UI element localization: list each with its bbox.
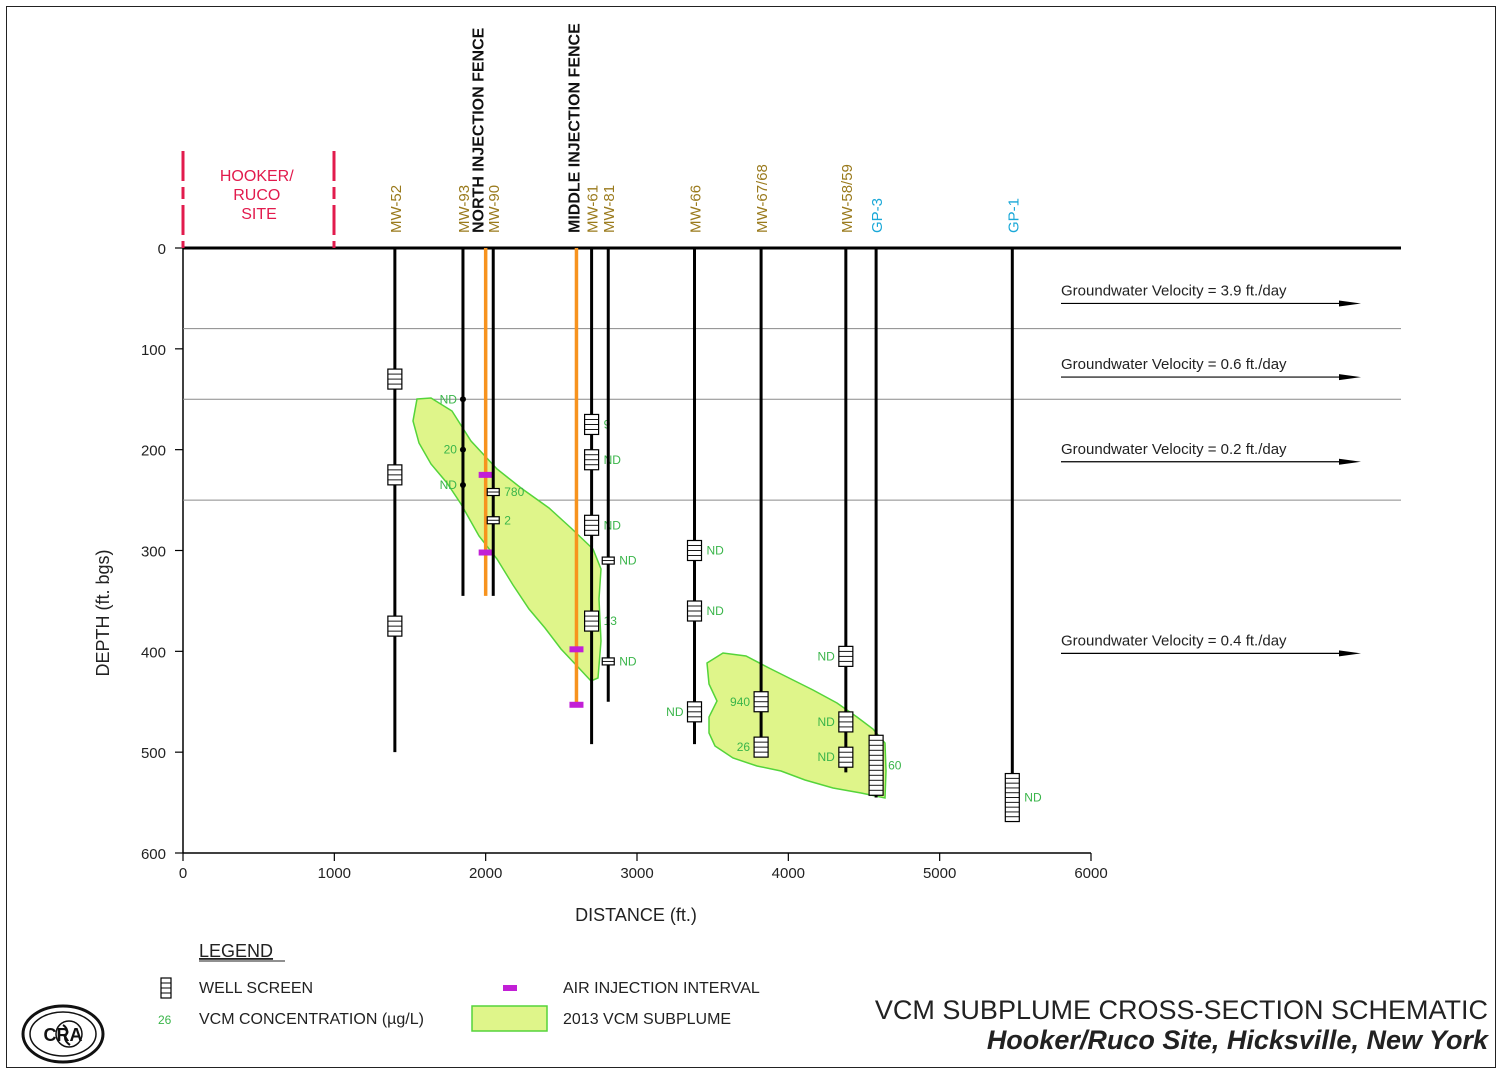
vcm-concentration: ND <box>707 604 725 618</box>
y-tick-label: 600 <box>141 846 166 863</box>
velocity-label: Groundwater Velocity = 0.2 ft./day <box>1061 441 1287 458</box>
y-tick-label: 400 <box>141 644 166 661</box>
sample-point <box>459 396 466 403</box>
well-mw-81: MW-81 ND ND <box>601 185 637 702</box>
vcm-concentration: 2 <box>504 513 511 527</box>
x-tick-label: 0 <box>179 865 187 882</box>
well-mw-90: MW-90 780 2 <box>486 185 525 596</box>
velocity-label: Groundwater Velocity = 3.9 ft./day <box>1061 282 1287 299</box>
vcm-concentration: ND <box>707 544 725 558</box>
x-tick-label: 5000 <box>923 865 956 882</box>
site-label: HOOKER/ RUCO SITE <box>220 168 298 223</box>
logo-text: CRA <box>44 1025 83 1045</box>
legend-vcm-sample: 26 <box>158 1013 172 1027</box>
y-axis-title: DEPTH (ft. bgs) <box>93 549 113 676</box>
velocity-label: Groundwater Velocity = 0.6 ft./day <box>1061 356 1287 373</box>
legend-subplume-swatch <box>471 1005 548 1032</box>
legend-air-injection-icon <box>503 985 517 991</box>
air-injection-interval <box>569 701 584 708</box>
x-tick-label: 4000 <box>772 865 805 882</box>
vcm-concentration: ND <box>666 705 684 719</box>
legend-subplume-label: 2013 VCM SUBPLUME <box>563 1011 731 1028</box>
y-tick-label: 0 <box>158 241 166 258</box>
vcm-concentration: ND <box>440 392 458 406</box>
well-label: MW-90 <box>486 185 503 233</box>
well-gp-1: GP-1 ND <box>1004 198 1042 823</box>
well-gp-3: GP-3 60 <box>868 198 902 798</box>
flow-arrow-icon <box>1339 300 1361 307</box>
cra-logo: CRA <box>21 1004 105 1064</box>
y-tick-label: 200 <box>141 443 166 460</box>
flow-arrow-icon <box>1339 374 1361 381</box>
y-tick-label: 500 <box>141 745 166 762</box>
vcm-subplume-lower <box>706 652 887 799</box>
air-injection-interval <box>478 549 493 556</box>
well-label: MW-61 <box>585 185 602 233</box>
well-label: GP-1 <box>1005 198 1022 233</box>
legend-title: LEGEND <box>199 941 273 961</box>
y-tick-label: 300 <box>141 544 166 561</box>
x-tick-label: 3000 <box>620 865 653 882</box>
well-label: GP-3 <box>869 198 886 233</box>
vcm-concentration: ND <box>817 649 835 663</box>
well-mw-61: MW-619NDND13 <box>583 185 622 745</box>
legend-well-screen-label: WELL SCREEN <box>199 980 313 997</box>
legend-vcm-concentration-label: VCM CONCENTRATION (µg/L) <box>199 1011 424 1028</box>
well-label: MW-93 <box>456 185 473 233</box>
x-tick-label: 1000 <box>318 865 351 882</box>
well-mw-67-68: MW-67/68 940 26 <box>730 164 771 758</box>
vcm-concentration: 780 <box>504 485 524 499</box>
vcm-concentration: ND <box>1024 791 1042 805</box>
legend-well-screen-icon <box>160 977 172 999</box>
well-mw-58-59: MW-58/59 ND ND ND <box>817 164 856 773</box>
well-label: MW-58/59 <box>839 164 856 233</box>
drawing-subtitle: Hooker/Ruco Site, Hicksville, New York <box>987 1025 1490 1055</box>
vcm-subplume-upper <box>412 397 602 682</box>
vcm-concentration: 13 <box>604 614 618 628</box>
well-mw-93: MW-93 ND 20 ND <box>440 185 473 596</box>
x-tick-label: 6000 <box>1074 865 1107 882</box>
sample-point <box>459 446 466 453</box>
well-label: MW-66 <box>688 185 705 233</box>
vcm-concentration: ND <box>440 478 458 492</box>
y-tick-label: 100 <box>141 342 166 359</box>
flow-arrow-icon <box>1339 650 1361 657</box>
sample-point <box>459 481 466 488</box>
legend: LEGEND WELL SCREEN 26 VCM CONCENTRATION … <box>158 941 760 1032</box>
groundwater-velocities: Groundwater Velocity = 3.9 ft./day Ground… <box>1061 282 1361 657</box>
vcm-concentration: 60 <box>888 758 902 772</box>
air-injection-interval <box>478 471 493 478</box>
vcm-concentration: 26 <box>737 740 751 754</box>
vcm-concentration: ND <box>817 750 835 764</box>
well-mw-52: MW-52 <box>387 185 405 753</box>
injection-fences: NORTH INJECTION FENCE MIDDLE INJECTION FE… <box>471 23 584 708</box>
x-tick-label: 2000 <box>469 865 502 882</box>
well-label: MW-52 <box>388 185 405 233</box>
drawing-title: VCM SUBPLUME CROSS-SECTION SCHEMATIC <box>875 995 1488 1025</box>
velocity-label: Groundwater Velocity = 0.4 ft./day <box>1061 632 1287 649</box>
vcm-concentration: ND <box>619 554 637 568</box>
legend-air-injection-label: AIR INJECTION INTERVAL <box>563 980 760 997</box>
fence-label: NORTH INJECTION FENCE <box>471 27 488 233</box>
x-axis-title: DISTANCE (ft.) <box>575 905 697 925</box>
air-injection-interval <box>569 646 584 653</box>
well-label: MW-81 <box>601 185 618 233</box>
fence-label: MIDDLE INJECTION FENCE <box>566 23 583 233</box>
globe-icon <box>55 1020 83 1048</box>
vcm-concentration: 20 <box>444 443 458 457</box>
layer-boundaries <box>183 328 1401 501</box>
vcm-concentration: ND <box>604 453 622 467</box>
wells: MW-52MW-93ND20NDMW-907802MW-619NDND13MW-… <box>387 164 1042 823</box>
vcm-concentration: ND <box>817 715 835 729</box>
vcm-concentration: ND <box>619 654 637 668</box>
flow-arrow-icon <box>1339 458 1361 465</box>
drawing-frame: HOOKER/ RUCO SITE 0 100 200 300 400 500 600 0 10… <box>6 6 1496 1068</box>
vcm-concentration: ND <box>604 518 622 532</box>
well-label: MW-67/68 <box>754 164 771 233</box>
well-mw-66: MW-66 ND ND ND <box>666 185 725 745</box>
vcm-concentration: 940 <box>730 695 750 709</box>
